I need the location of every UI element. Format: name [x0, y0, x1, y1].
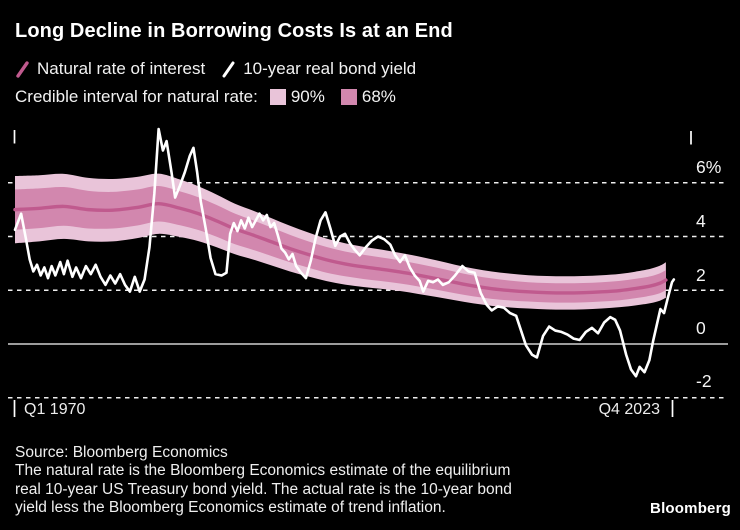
interval-90-label: 90% [290, 87, 325, 106]
chart-canvas [8, 127, 728, 417]
bond-yield-slash-stroke [222, 61, 235, 77]
natural-rate-label: Natural rate of interest [37, 59, 206, 78]
footer-note: Source: Bloomberg Economics The natural … [15, 444, 512, 518]
footnote-line-3: yield less the Bloomberg Economics estim… [15, 499, 446, 517]
credible-band-68 [15, 185, 666, 303]
natural-rate-slash-stroke [16, 60, 29, 78]
y-axis-label-neg2: -2 [696, 371, 712, 391]
bond-yield-slash-icon [222, 61, 235, 77]
credible-interval-label: Credible interval for natural rate: [15, 87, 258, 106]
source-text: Source: Bloomberg Economics [15, 444, 228, 461]
bloomberg-logo: Bloomberg [650, 500, 731, 517]
x-axis-label-end: Q4 2023 [598, 401, 660, 418]
x-axis-label-start: Q1 1970 [24, 401, 86, 418]
natural-rate-line [13, 202, 668, 295]
interval-legend: Credible interval for natural rate: 90% … [15, 87, 396, 107]
footnote-line-1: The natural rate is the Bloomberg Econom… [15, 462, 511, 480]
footnote-line-2: real 10-year US Treasury bond yield. The… [15, 480, 512, 498]
bond-yield-line [13, 127, 676, 378]
bond-yield-label: 10-year real bond yield [243, 59, 417, 78]
natural-rate-slash-icon [16, 60, 29, 78]
series-legend: Natural rate of interest 10-year real bo… [15, 59, 416, 79]
y-axis-label-2: 2 [696, 265, 706, 285]
y-axis-label-4: 4 [696, 211, 706, 231]
interval-90-swatch-fill [269, 89, 286, 105]
y-axis-label-6: 6% [696, 157, 722, 177]
chart-title: Long Decline in Borrowing Costs Is at an… [15, 20, 453, 42]
y-axis-label-0: 0 [696, 318, 706, 338]
interval-90-swatch [269, 89, 286, 105]
interval-68-label: 68% [361, 87, 396, 106]
interval-68-swatch [340, 89, 357, 105]
interval-68-swatch-fill [340, 89, 357, 105]
